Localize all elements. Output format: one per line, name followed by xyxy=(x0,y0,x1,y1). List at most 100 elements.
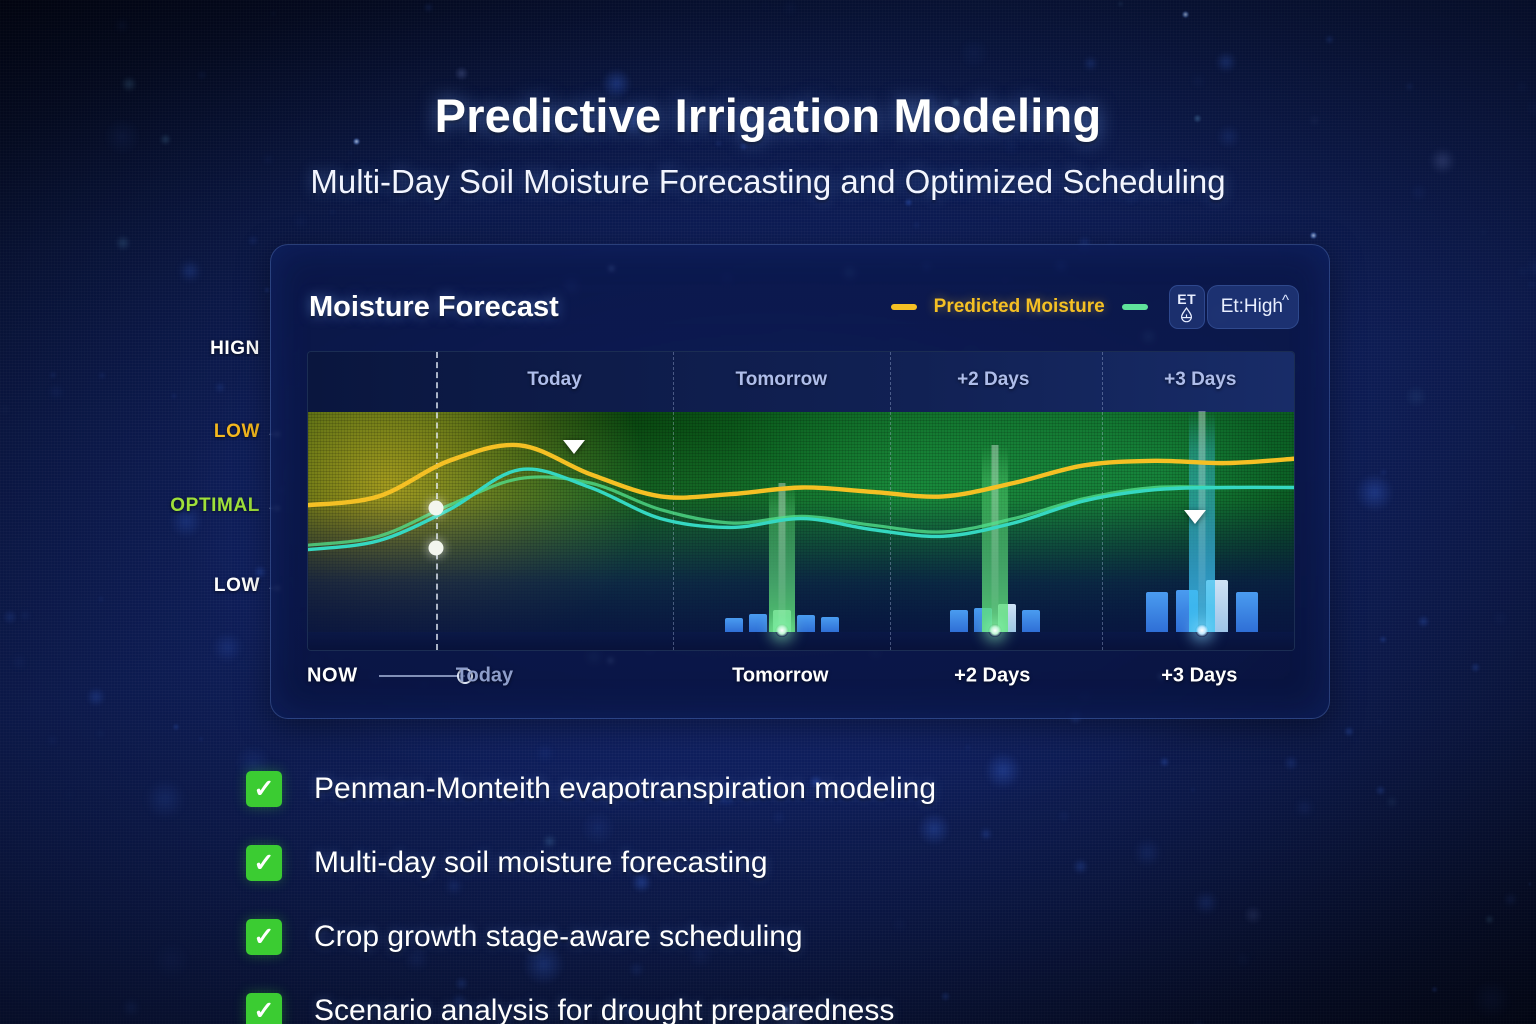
irrigation-beam-core xyxy=(778,483,786,632)
bokeh-dot xyxy=(1469,662,1481,674)
card-header: Moisture Forecast Predicted Moisture ET … xyxy=(309,283,1299,331)
feature-item: ✓ Penman-Monteith evapotranspiration mode… xyxy=(246,752,1346,826)
irrigation-bar xyxy=(949,610,968,632)
bokeh-dot xyxy=(2,407,8,412)
irrigation-emitter-dot xyxy=(1195,624,1209,637)
forecast-chart[interactable]: Today Tomorrow +2 Days +3 Days xyxy=(307,351,1295,651)
page-header: Predictive Irrigation Modeling Multi-Day… xyxy=(0,0,1536,201)
forecast-marker-triangle xyxy=(563,440,586,454)
et-droplet-icon: ET xyxy=(1168,285,1205,329)
chart-baseline xyxy=(308,632,1294,650)
bokeh-dot xyxy=(1343,725,1355,737)
et-status-chip[interactable]: Et:High ^ xyxy=(1206,285,1299,329)
bokeh-dot xyxy=(1355,473,1395,513)
bokeh-dot xyxy=(1528,881,1533,886)
feature-item: ✓ Multi-day soil moisture forecasting xyxy=(246,826,1346,900)
irrigation-bar xyxy=(1236,592,1259,632)
irrigation-bar xyxy=(1021,610,1040,632)
bokeh-dot xyxy=(295,215,307,228)
bokeh-dot xyxy=(1527,256,1536,278)
check-icon: ✓ xyxy=(246,845,282,881)
et-badge[interactable]: ET Et:High ^ xyxy=(1168,285,1299,329)
now-label: NOW xyxy=(307,664,358,687)
bokeh-dot xyxy=(1375,785,1386,796)
bokeh-dot xyxy=(1430,985,1439,994)
bokeh-dot xyxy=(1481,230,1487,236)
axis-label-low-1: LOW xyxy=(213,421,260,442)
timeline-tick-0[interactable]: Today xyxy=(455,664,514,687)
irrigation-bar xyxy=(1146,592,1169,632)
bokeh-dot xyxy=(914,222,919,228)
bokeh-dot xyxy=(47,384,64,401)
bokeh-dot xyxy=(1520,268,1527,275)
moisture-forecast-card: Moisture Forecast Predicted Moisture ET … xyxy=(270,244,1330,719)
chart-curves xyxy=(308,442,1294,552)
bokeh-highlight xyxy=(1310,232,1318,240)
axis-label-hign-0: HIGN xyxy=(210,338,260,359)
axis-label-low-3: LOW xyxy=(213,575,260,596)
forecast-marker-triangle xyxy=(1184,510,1207,524)
irrigation-bar xyxy=(749,614,768,632)
bokeh-dot xyxy=(1378,467,1388,477)
irrigation-beam-core xyxy=(991,444,999,632)
feature-label: Penman-Monteith evapotranspiration model… xyxy=(314,772,937,805)
irrigation-bar xyxy=(821,617,840,632)
axis-label-optimal-2: OPTIMAL xyxy=(170,495,260,516)
page-title: Predictive Irrigation Modeling xyxy=(434,89,1102,142)
gridline-day-1 xyxy=(889,352,891,650)
card-title: Moisture Forecast xyxy=(309,290,559,323)
irrigation-emitter-dot xyxy=(988,624,1002,637)
irrigation-bar xyxy=(725,618,744,632)
droplet-glyph xyxy=(1181,306,1193,322)
page-subtitle: Multi-Day Soil Moisture Forecasting and … xyxy=(310,163,1226,200)
bokeh-dot xyxy=(1510,426,1514,430)
forecast-marker-dot xyxy=(428,500,444,516)
bokeh-dot xyxy=(1472,980,1511,1019)
bokeh-dot xyxy=(1416,615,1430,628)
chart-legend: Predicted Moisture ET Et:High ^ xyxy=(890,285,1299,329)
timeline-tick-3[interactable]: +3 Days xyxy=(1161,664,1238,687)
bokeh-dot xyxy=(1388,797,1397,806)
et-icon-label: ET xyxy=(1177,290,1197,307)
bokeh-dot xyxy=(1504,893,1517,906)
day-header-2: +2 Days xyxy=(957,369,1030,390)
bokeh-dot xyxy=(20,610,31,621)
bokeh-dot xyxy=(48,736,56,744)
bokeh-dot xyxy=(1377,719,1382,724)
timeline-scrubber[interactable]: NOW Today Tomorrow +2 Days +3 Days xyxy=(307,656,1293,696)
bokeh-dot xyxy=(49,372,56,379)
feature-item: ✓ Crop growth stage-aware scheduling xyxy=(246,900,1346,974)
bokeh-dot xyxy=(1484,914,1494,924)
timeline-tick-1[interactable]: Tomorrow xyxy=(732,664,829,687)
chart-header-band xyxy=(308,352,1294,412)
bokeh-dot xyxy=(2,609,19,626)
bokeh-dot xyxy=(964,743,972,751)
feature-label: Scenario analysis for drought preparedne… xyxy=(314,994,895,1024)
timeline-knob[interactable] xyxy=(457,668,473,684)
bokeh-dot xyxy=(1493,611,1507,625)
timeline-track[interactable] xyxy=(379,675,465,677)
irrigation-beam xyxy=(769,483,796,637)
irrigation-emitter-dot xyxy=(775,624,789,637)
gridline-day-2 xyxy=(1101,352,1103,650)
timeline-tick-2[interactable]: +2 Days xyxy=(954,664,1031,687)
irrigation-beam xyxy=(981,444,1008,637)
legend-swatch-predicted xyxy=(890,304,917,310)
irrigation-bar xyxy=(797,615,816,632)
feature-item: ✓ Scenario analysis for drought preparedn… xyxy=(246,974,1346,1024)
legend-label-predicted: Predicted Moisture xyxy=(933,296,1105,317)
bokeh-dot xyxy=(1021,745,1026,750)
bokeh-dot xyxy=(1404,385,1428,409)
bokeh-dot xyxy=(993,217,997,221)
day-header-0: Today xyxy=(527,369,582,390)
check-icon: ✓ xyxy=(246,919,282,955)
day-header-3: +3 Days xyxy=(1164,369,1237,390)
bokeh-dot xyxy=(11,654,28,671)
chevron-up-icon: ^ xyxy=(1281,292,1289,309)
day-header-1: Tomorrow xyxy=(735,369,828,390)
bokeh-dot xyxy=(1529,280,1536,288)
feature-list: ✓ Penman-Monteith evapotranspiration mode… xyxy=(246,752,1346,1024)
gridline-day-0 xyxy=(672,352,674,650)
feature-label: Multi-day soil moisture forecasting xyxy=(314,846,768,879)
